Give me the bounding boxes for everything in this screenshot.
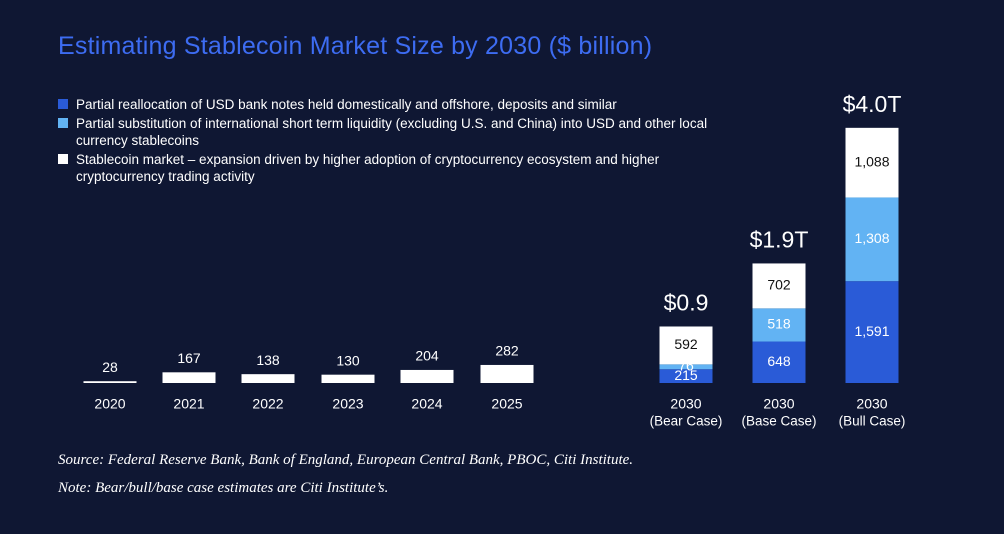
bar-segment [845, 197, 899, 282]
legend-item: Stablecoin market – expansion driven by … [58, 151, 708, 185]
total-label: $4.0T [843, 91, 902, 117]
bar-segment [83, 381, 137, 383]
value-label: 1,088 [854, 153, 889, 169]
value-label: 648 [767, 353, 791, 369]
source: Source: Federal Reserve Bank, Bank of En… [58, 452, 634, 468]
legend-label: Partial substitution of international sh… [76, 116, 708, 148]
legend-label: Stablecoin market – expansion driven by … [76, 152, 660, 184]
value-label: 215 [674, 367, 698, 383]
x-tick-sublabel: (Base Case) [741, 414, 816, 429]
bar-segment [752, 263, 806, 309]
value-label: 138 [256, 352, 280, 368]
bar-segment [752, 308, 806, 342]
bar-segment [752, 341, 806, 383]
legend-item: Partial substitution of international sh… [58, 115, 708, 149]
bar-segment [162, 372, 216, 383]
value-label: 204 [415, 348, 439, 364]
bar-segment [480, 364, 534, 383]
value-label: 167 [177, 350, 201, 366]
x-tick-label: 2025 [491, 396, 522, 412]
x-tick-label: 2021 [173, 396, 204, 412]
value-label: 28 [102, 359, 118, 375]
value-label: 1,591 [854, 323, 889, 339]
x-tick-label: 2024 [411, 396, 442, 412]
x-tick-label: 2030 [670, 396, 701, 412]
legend-item: Partial reallocation of USD bank notes h… [58, 96, 708, 113]
bar-segment [241, 374, 295, 383]
bar-segment [659, 369, 713, 383]
value-label: 592 [674, 336, 698, 352]
x-tick-label: 2030 [856, 396, 887, 412]
bar-segment [400, 369, 454, 383]
value-label: 702 [767, 277, 791, 293]
chart-title: Estimating Stablecoin Market Size by 203… [58, 32, 653, 60]
value-label: 130 [336, 352, 360, 368]
x-tick-sublabel: (Bear Case) [650, 414, 723, 429]
total-label: $1.9T [750, 227, 809, 253]
x-tick-label: 2023 [332, 396, 363, 412]
legend: Partial reallocation of USD bank notes h… [58, 96, 708, 187]
bar-segment [321, 374, 375, 383]
total-label: $0.9 [664, 290, 709, 316]
x-tick-sublabel: (Bull Case) [839, 414, 906, 429]
bar-segment [845, 127, 899, 198]
legend-label: Partial reallocation of USD bank notes h… [76, 97, 617, 112]
bar-segment [845, 281, 899, 383]
value-label: 1,308 [854, 230, 889, 246]
value-label: 282 [495, 343, 519, 359]
legend-swatch [58, 154, 68, 164]
x-tick-label: 2030 [763, 396, 794, 412]
x-tick-label: 2020 [94, 396, 125, 412]
note: Note: Bear/bull/base case estimates are … [58, 480, 389, 496]
legend-swatch [58, 118, 68, 128]
value-label: 518 [767, 316, 791, 332]
bar-segment [659, 326, 713, 365]
x-tick-label: 2022 [252, 396, 283, 412]
bar-segment [659, 364, 713, 370]
legend-swatch [58, 99, 68, 109]
